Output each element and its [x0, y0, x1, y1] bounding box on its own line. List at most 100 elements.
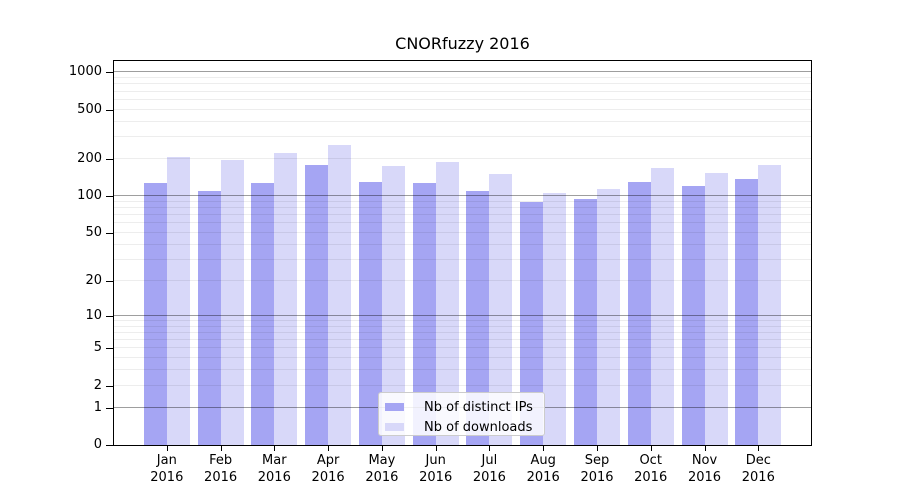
y-tick-500 [106, 109, 113, 111]
bar-nb-of-downloads-jun [435, 161, 459, 445]
legend-swatch-distinct-ips [385, 403, 404, 411]
y-tick-label-20: 20 [85, 272, 102, 288]
bar-nb-of-distinct-ips-feb [197, 190, 221, 445]
y-tick-1 [106, 407, 113, 409]
bar-nb-of-downloads-may [381, 166, 405, 445]
bar-nb-of-downloads-dec [758, 164, 782, 445]
x-tick-label-feb: Feb 2016 [204, 453, 238, 485]
x-tick-label-jul: Jul 2016 [472, 453, 506, 485]
x-tick-label-sep: Sep 2016 [580, 453, 614, 485]
gridline-3 [114, 369, 811, 371]
y-tick-10 [106, 315, 113, 317]
bar-nb-of-downloads-apr [328, 144, 352, 445]
bar-nb-of-distinct-ips-jul [466, 190, 490, 445]
y-tick-1000 [106, 72, 113, 74]
bar-nb-of-downloads-mar [274, 152, 298, 445]
bar-nb-of-distinct-ips-aug [520, 201, 544, 445]
gridline-800 [114, 83, 811, 85]
bar-nb-of-downloads-nov [704, 172, 728, 445]
y-tick-label-1: 1 [93, 399, 102, 415]
x-tick-label-dec: Dec 2016 [741, 453, 775, 485]
y-tick-label-100: 100 [77, 188, 102, 204]
bar-nb-of-distinct-ips-oct [627, 182, 651, 445]
x-tick-apr [328, 446, 330, 451]
x-tick-may [381, 446, 383, 451]
x-tick-label-apr: Apr 2016 [311, 453, 345, 485]
x-tick-label-oct: Oct 2016 [634, 453, 668, 485]
gridline-900 [114, 77, 811, 78]
legend-label-distinct-ips: Nb of distinct IPs [424, 399, 533, 415]
gridline-20 [114, 279, 811, 281]
bar-nb-of-downloads-feb [220, 160, 244, 445]
gridline-40 [114, 243, 811, 245]
y-tick-label-1000: 1000 [68, 64, 102, 80]
y-tick-label-0: 0 [93, 437, 102, 452]
bar-nb-of-distinct-ips-nov [681, 186, 705, 445]
gridline-50 [114, 231, 811, 233]
gridline-7 [114, 331, 811, 333]
y-tick-label-500: 500 [77, 101, 102, 117]
x-tick-feb [220, 446, 222, 451]
y-tick-label-50: 50 [85, 224, 102, 240]
bar-nb-of-distinct-ips-mar [251, 183, 275, 445]
y-tick-2 [106, 385, 113, 387]
x-tick-jan [166, 446, 168, 451]
x-tick-dec [758, 446, 760, 451]
x-tick-sep [597, 446, 598, 451]
gridline-8 [114, 325, 811, 327]
x-tick-jun [435, 446, 437, 451]
x-tick-mar [274, 446, 276, 451]
x-tick-nov [704, 446, 706, 451]
gridline-2 [114, 384, 811, 386]
bar-nb-of-downloads-jan [166, 157, 190, 445]
y-tick-5 [106, 348, 113, 350]
legend-item-downloads: Nb of downloads [385, 417, 538, 437]
bar-nb-of-distinct-ips-sep [573, 199, 597, 445]
gridline-5 [114, 347, 811, 349]
y-tick-200 [106, 158, 113, 160]
y-tick-label-200: 200 [77, 150, 102, 166]
x-tick-oct [650, 446, 652, 451]
bar-nb-of-downloads-jul [489, 174, 513, 445]
bar-nb-of-downloads-sep [596, 188, 620, 445]
legend: Nb of distinct IPs Nb of downloads [378, 392, 545, 436]
bar-nb-of-distinct-ips-jan [143, 183, 167, 445]
gridline-700 [114, 90, 811, 92]
gridline-400 [114, 120, 811, 122]
bar-nb-of-distinct-ips-apr [305, 164, 329, 445]
x-tick-jul [489, 446, 491, 451]
gridline-6 [114, 339, 811, 340]
x-tick-label-mar: Mar 2016 [257, 453, 291, 485]
y-tick-100 [106, 196, 113, 198]
x-tick-label-nov: Nov 2016 [687, 453, 722, 485]
bar-nb-of-distinct-ips-dec [735, 179, 759, 445]
bar-nb-of-downloads-aug [543, 193, 567, 445]
chart-title: CNORfuzzy 2016 [395, 34, 530, 53]
x-tick-label-aug: Aug 2016 [526, 453, 560, 485]
y-tick-label-10: 10 [85, 307, 102, 323]
gridline-500 [114, 108, 811, 110]
bar-nb-of-downloads-oct [650, 167, 674, 445]
gridline-200 [114, 157, 811, 159]
gridline-80 [114, 207, 811, 208]
gridline-90 [114, 200, 811, 202]
gridline-100 [114, 195, 811, 197]
x-tick-label-may: May 2016 [365, 453, 399, 485]
gridline-1000 [114, 71, 811, 73]
x-tick-label-jan: Jan 2016 [150, 453, 184, 485]
y-tick-label-5: 5 [93, 340, 102, 356]
bar-nb-of-distinct-ips-jun [412, 182, 436, 445]
gridline-9 [114, 319, 811, 321]
x-tick-aug [543, 446, 545, 451]
x-tick-label-jun: Jun 2016 [419, 453, 453, 485]
legend-item-distinct-ips: Nb of distinct IPs [385, 397, 538, 417]
y-tick-0 [106, 445, 113, 446]
gridline-300 [114, 136, 811, 138]
y-tick-20 [106, 280, 113, 282]
bar-nb-of-distinct-ips-may [358, 182, 382, 445]
gridline-60 [114, 222, 811, 224]
gridline-600 [114, 98, 811, 100]
gridline-30 [114, 258, 811, 260]
y-tick-50 [106, 232, 113, 234]
